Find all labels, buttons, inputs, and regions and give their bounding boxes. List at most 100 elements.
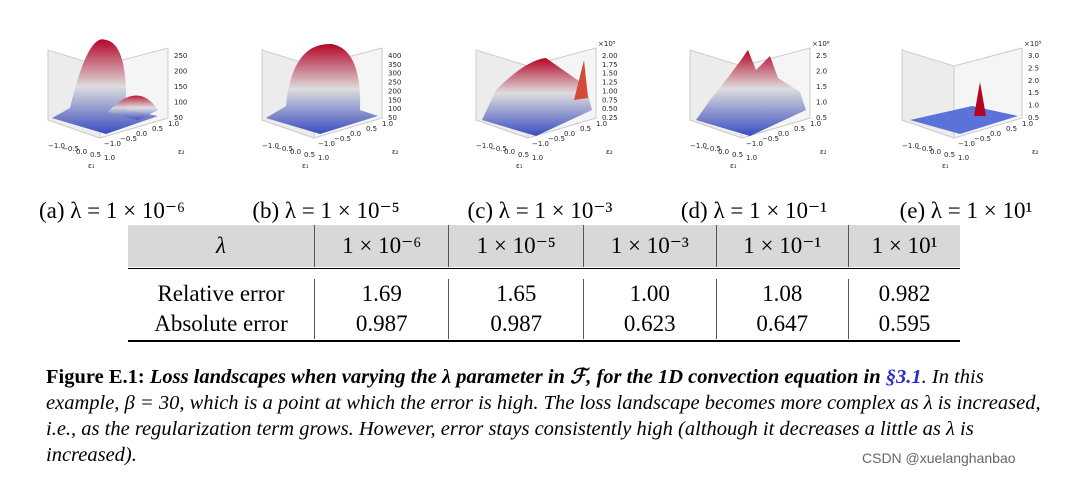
z-scale-label: ×10⁵ <box>1024 40 1042 48</box>
x-axis-label: ε₁ <box>302 162 309 170</box>
subfigure-d: 2.5 2.0 1.5 1.0 0.5 ×10⁶ −1.0 −0.5 0.0 0.5 1.0 1.0 0… <box>650 20 858 230</box>
subfigure-caption: (d) λ = 1 × 10⁻¹ <box>680 198 828 223</box>
x-tick-label: 0.0 <box>290 148 301 156</box>
z-tick-label: 1.25 <box>602 79 618 87</box>
subfigure-a: 250 200 150 100 50 −1.0 −0.5 0.0 0.5 1.0 1.0 0.5 0.0… <box>8 20 216 230</box>
subfigure-caption: (c) λ = 1 × 10⁻³ <box>467 198 613 223</box>
surface-plot-d: 2.52.01.51.00.5×10⁶−1.0−0.50.0 0.5 1.01.00… <box>688 40 830 170</box>
header-col: 1 × 10⁻¹ <box>716 225 850 267</box>
y-tick-label: 0.5 <box>580 125 591 133</box>
z-tick-label: 200 <box>388 87 401 95</box>
x-tick-label: 0.0 <box>76 148 87 156</box>
z-tick-label: 0.25 <box>602 114 618 122</box>
x-tick-label: −0.5 <box>62 145 79 153</box>
z-tick-label: 150 <box>388 96 401 104</box>
y-tick-label: 0.0 <box>136 130 147 138</box>
subfigure-b: 400 350 300 250 200 150 100 50 −1.0 −0.5 0.0 0.5 1.0… <box>222 20 430 230</box>
z-tick-label: 2.5 <box>1028 64 1039 72</box>
results-table: λ 1 × 10⁻⁶ 1 × 10⁻⁵ 1 × 10⁻³ 1 × 10⁻¹ 1 … <box>128 225 960 339</box>
subfigure-caption: (b) λ = 1 × 10⁻⁵ <box>252 198 400 223</box>
figure-label: Figure E.1: <box>46 366 145 388</box>
x-tick-label: −1.0 <box>902 142 919 150</box>
y-tick-label: −0.5 <box>120 135 137 143</box>
x-axis-label: ε₁ <box>730 162 737 170</box>
x-tick-label: −1.0 <box>48 142 65 150</box>
surface-plot-c: 2.001.751.501.251.000.750.500.25 ×10⁵ −1.0… <box>474 40 618 170</box>
x-tick-label: 0.0 <box>718 148 729 156</box>
z-tick-label: 1.5 <box>1028 89 1039 97</box>
x-tick-label: 0.5 <box>518 151 529 159</box>
x-tick-label: 0.0 <box>930 148 941 156</box>
y-tick-label: 0.5 <box>794 125 805 133</box>
y-axis-label: ε₂ <box>820 148 827 156</box>
z-scale-label: ×10⁵ <box>598 40 616 48</box>
header-col: 1 × 10⁻³ <box>583 225 717 267</box>
y-tick-label: −1.0 <box>104 140 121 148</box>
x-tick-label: 0.5 <box>944 151 955 159</box>
y-tick-label: −1.0 <box>532 140 549 148</box>
table-cell: 1.08 <box>716 279 850 309</box>
z-tick-label: 100 <box>174 99 187 107</box>
y-axis-label: ε₂ <box>1032 148 1039 156</box>
z-tick-label: 2.00 <box>602 52 618 60</box>
table-header-row: λ 1 × 10⁻⁶ 1 × 10⁻⁵ 1 × 10⁻³ 1 × 10⁻¹ 1 … <box>128 225 960 267</box>
x-tick-label: −1.0 <box>476 142 493 150</box>
z-tick-label: 150 <box>174 83 187 91</box>
z-tick-label: 50 <box>388 114 397 122</box>
table-row: Absolute error 0.987 0.987 0.623 0.647 0… <box>128 309 960 339</box>
y-tick-label: 0.0 <box>350 130 361 138</box>
table-row: Relative error 1.69 1.65 1.00 1.08 0.982 <box>128 279 960 309</box>
table-cell: 0.595 <box>878 311 931 336</box>
z-tick-label: 1.0 <box>816 99 827 107</box>
subfigure-caption: (a) λ = 1 × 10⁻⁶ <box>38 198 186 223</box>
table-mid-rule <box>128 268 960 269</box>
z-tick-label: 2.0 <box>1028 77 1039 85</box>
y-axis-label: ε₂ <box>392 148 399 156</box>
y-tick-label: −0.5 <box>974 135 991 143</box>
y-tick-label: 1.0 <box>596 120 607 128</box>
z-tick-label: 2.5 <box>816 52 827 60</box>
y-tick-label: −1.0 <box>318 140 335 148</box>
watermark: CSDN @xuelanghanbao <box>862 450 1016 466</box>
y-tick-label: −0.5 <box>548 135 565 143</box>
x-tick-label: 1.0 <box>746 154 757 162</box>
section-link[interactable]: §3.1 <box>885 366 922 388</box>
table-cell: 0.987 <box>448 309 584 339</box>
x-tick-label: −0.5 <box>276 145 293 153</box>
z-tick-label: 250 <box>388 79 401 87</box>
x-tick-label: −1.0 <box>690 142 707 150</box>
table-cell: 1.69 <box>314 279 450 309</box>
y-tick-label: 0.5 <box>152 125 163 133</box>
table-cell: 0.647 <box>716 309 850 339</box>
z-tick-label: 0.5 <box>1028 114 1039 122</box>
x-tick-label: −0.5 <box>916 145 933 153</box>
y-tick-label: −1.0 <box>958 140 975 148</box>
z-tick-label: 3.0 <box>1028 52 1039 60</box>
y-tick-label: 0.0 <box>564 130 575 138</box>
y-tick-label: 0.5 <box>1006 125 1017 133</box>
z-tick-label: 1.75 <box>602 61 618 69</box>
row-label: Absolute error <box>128 309 315 339</box>
x-tick-label: 1.0 <box>532 154 543 162</box>
z-scale-label: ×10⁶ <box>812 40 830 48</box>
header-lambda: λ <box>128 225 315 267</box>
z-tick-label: 0.50 <box>602 105 618 113</box>
table-cell: 0.987 <box>314 309 450 339</box>
y-tick-label: −0.5 <box>334 135 351 143</box>
x-axis-label: ε₁ <box>516 162 523 170</box>
z-tick-label: 300 <box>388 70 401 78</box>
z-tick-label: 400 <box>388 52 401 60</box>
z-tick-label: 1.5 <box>816 83 827 91</box>
y-axis-label: ε₂ <box>606 148 613 156</box>
surface-plot-e: 3.02.52.01.51.00.5×10⁵−1.0−0.50.0 0.5 1.01… <box>900 40 1042 170</box>
z-tick-label: 1.0 <box>1028 102 1039 110</box>
x-tick-label: −1.0 <box>262 142 279 150</box>
header-col: 1 × 10¹ <box>871 233 938 258</box>
figure-caption: Figure E.1: Loss landscapes when varying… <box>46 364 1042 468</box>
x-tick-label: −0.5 <box>704 145 721 153</box>
y-tick-label: −0.5 <box>762 135 779 143</box>
x-tick-label: 0.5 <box>732 151 743 159</box>
x-tick-label: 1.0 <box>318 154 329 162</box>
